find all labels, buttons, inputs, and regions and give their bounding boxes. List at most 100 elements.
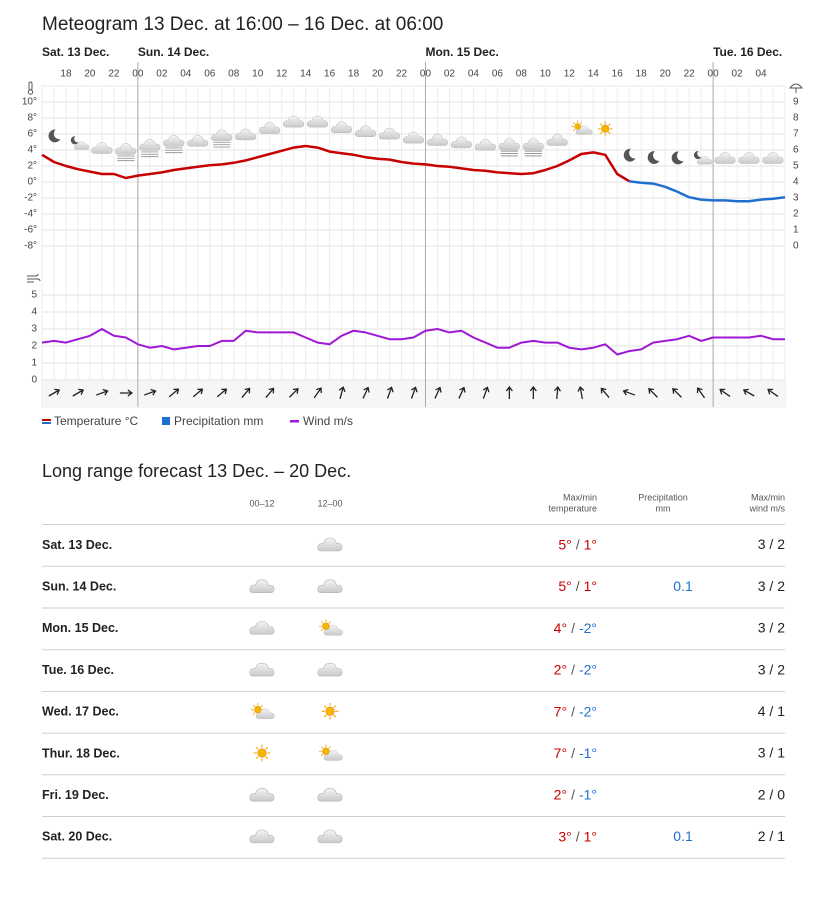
wind-arrow-shape (482, 386, 490, 399)
wind-tick-label: 2 (31, 341, 37, 352)
day-label: Mon. 15 Dec. (425, 45, 498, 59)
x-tick-label: 04 (180, 69, 192, 80)
wind: 3 / 2 (758, 578, 785, 594)
wind-arrow (265, 387, 275, 399)
wind-arrow (672, 387, 682, 398)
x-tick-label: 18 (60, 69, 72, 80)
weather-icon (317, 662, 343, 677)
wind-arrow-shape (143, 388, 157, 396)
wind: 3 / 2 (758, 536, 785, 552)
temperature-line (41, 144, 630, 183)
temperature-separator: / (576, 536, 580, 552)
x-tick-label: 12 (564, 69, 576, 80)
wind-tick-label: 4 (31, 307, 37, 318)
wind-tick-label: 0 (31, 375, 37, 386)
temperature: 5° /1° (558, 578, 597, 594)
wind-arrow (143, 388, 157, 396)
wind: 2 / 1 (758, 828, 785, 844)
wind-arrow (241, 387, 251, 399)
wind-arrow-shape (338, 386, 346, 399)
wind-arrow (288, 387, 299, 398)
y2-tick-label: 4 (793, 177, 799, 188)
max-temperature: 4° (554, 620, 567, 636)
wind-arrow-shape (410, 386, 418, 399)
legend-label: Precipitation mm (174, 414, 263, 428)
wind-arrow (719, 388, 731, 397)
x-tick-label: 18 (636, 69, 648, 80)
wind-arrow (362, 386, 370, 399)
x-tick-label: 10 (540, 69, 552, 80)
wind-arrow-shape (386, 386, 394, 399)
weather-icon (317, 787, 343, 802)
umbrella-icon (788, 83, 804, 93)
min-temperature: 1° (584, 828, 597, 844)
weather-icon (317, 579, 343, 594)
wind-arrow (72, 388, 85, 397)
wind-icon (27, 273, 41, 283)
wind-arrow-shape (529, 385, 537, 399)
wind-arrow-shape (648, 387, 658, 398)
wind-arrow (216, 388, 228, 398)
weather-icon (317, 829, 343, 844)
wind-tick-label: 1 (31, 358, 37, 369)
day-name: Sat. 20 Dec. (42, 830, 112, 844)
column-header: wind m/s (748, 503, 785, 513)
x-tick-label: 10 (252, 69, 264, 80)
day-name: Fri. 19 Dec. (42, 788, 109, 802)
legend-swatch (42, 419, 51, 421)
x-tick-label: 12 (276, 69, 288, 80)
wind-arrow-shape (696, 387, 706, 399)
wind-arrow (48, 388, 61, 397)
temperature: 3° /1° (558, 828, 597, 844)
x-tick-label: 06 (204, 69, 216, 80)
y-tick-label: 8° (27, 113, 37, 124)
wind-arrow-shape (719, 388, 731, 397)
precipitation: 0.1 (673, 828, 693, 844)
y2-tick-label: 6 (793, 145, 799, 156)
x-tick-label: 20 (84, 69, 96, 80)
min-temperature: 1° (584, 536, 597, 552)
wind-arrow-shape (505, 385, 513, 399)
precipitation: 0.1 (673, 578, 693, 594)
y2-tick-label: 3 (793, 193, 799, 204)
wind-arrow-shape (265, 387, 275, 399)
temperature: 7° / -2° (554, 703, 597, 719)
day-label: Tue. 16 Dec. (713, 45, 782, 59)
max-temperature: 7° (554, 745, 567, 761)
column-header: 00–12 (249, 498, 274, 508)
wind-arrow (313, 387, 322, 399)
y2-tick-label: 9 (793, 97, 799, 108)
column-header: Max/min (751, 492, 785, 502)
x-tick-label: 22 (684, 69, 696, 80)
wind-tick-label: 3 (31, 324, 37, 335)
weather-icon (249, 579, 275, 594)
day-name: Mon. 15 Dec. (42, 621, 118, 635)
wind-arrow-shape (458, 386, 466, 399)
day-name: Sun. 14 Dec. (42, 579, 116, 593)
wind-arrow-shape (577, 386, 585, 400)
max-temperature: 7° (554, 703, 567, 719)
x-tick-label: 22 (396, 69, 408, 80)
x-tick-label: 20 (660, 69, 672, 80)
wind: 3 / 1 (758, 745, 785, 761)
day-label: Sun. 14 Dec. (138, 45, 209, 59)
thermometer-icon (27, 81, 34, 95)
wind-arrow-shape (362, 386, 370, 399)
temperature-separator: / (576, 828, 580, 844)
day-name: Thur. 18 Dec. (42, 746, 120, 760)
y-tick-label: -6° (24, 225, 37, 236)
max-temperature: 5° (558, 536, 571, 552)
x-tick-label: 14 (588, 69, 600, 80)
x-tick-label: 02 (156, 69, 168, 80)
weather-icon (249, 662, 275, 677)
wind-arrow (577, 386, 585, 400)
wind-arrow (410, 386, 418, 399)
chart-title: Meteogram 13 Dec. at 16:00 – 16 Dec. at … (42, 14, 443, 35)
wind-arrow (767, 388, 779, 397)
wind-arrow (622, 388, 636, 396)
wind-arrow-shape (216, 388, 228, 398)
legend-swatch (162, 417, 170, 425)
day-name: Tue. 16 Dec. (42, 663, 114, 677)
wind: 3 / 2 (758, 661, 785, 677)
weather-icon (319, 619, 342, 635)
